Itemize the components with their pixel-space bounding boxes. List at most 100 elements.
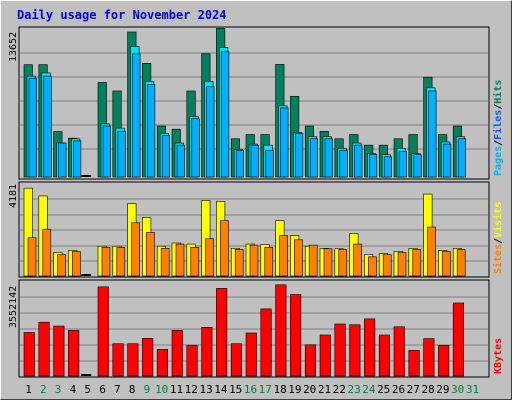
kbytes-bar — [319, 334, 331, 377]
day-label: 30 — [451, 383, 464, 396]
usage-legend: Pages/Files/Hits — [492, 80, 504, 176]
day-label: 3 — [55, 383, 62, 396]
pages-bar — [176, 144, 185, 178]
pages-bar — [102, 125, 111, 178]
day-label: 9 — [144, 383, 151, 396]
day-label: 22 — [333, 383, 346, 396]
kbytes-bar — [408, 350, 420, 377]
legend-entry: Sites — [492, 244, 504, 274]
pages-bar — [265, 150, 274, 178]
pages-bar — [221, 51, 230, 178]
legend-entry: Pages — [493, 146, 504, 176]
kbytes-bar — [423, 338, 435, 377]
pages-bar — [413, 154, 422, 178]
day-label: 19 — [288, 383, 301, 396]
pages-bar — [324, 138, 333, 178]
sites-bar — [308, 244, 318, 277]
traffic-ymax-label: 3552142 — [8, 286, 19, 328]
pages-bar — [43, 75, 52, 178]
day-label: 15 — [229, 383, 242, 396]
kbytes-bar — [186, 344, 198, 377]
sites-bar — [234, 249, 244, 277]
kbytes-bar — [171, 330, 183, 377]
sites-bar — [427, 226, 436, 277]
sites-bar — [190, 246, 200, 277]
sites-bar — [353, 243, 362, 277]
day-label: 21 — [318, 383, 331, 396]
kbytes-bar — [260, 308, 272, 377]
pages-bar — [339, 150, 348, 178]
day-label: 29 — [436, 383, 449, 396]
pages-bar — [295, 133, 304, 178]
pages-bar — [235, 150, 244, 178]
day-label: 1 — [25, 383, 32, 396]
kbytes-bar — [230, 343, 242, 377]
legend-entry: / — [493, 104, 504, 110]
pages-bar — [457, 138, 467, 178]
sites-bar — [456, 249, 466, 277]
sites-bar — [116, 247, 126, 277]
sites-bar — [160, 248, 170, 277]
usage-ymax-label: 13652 — [8, 32, 19, 62]
kbytes-bar — [112, 343, 124, 377]
pages-bar — [250, 144, 259, 178]
chart-title: Daily usage for November 2024 — [17, 8, 227, 22]
kbytes-bar — [142, 338, 154, 377]
kbytes-bar — [201, 327, 213, 377]
sites-bar — [72, 251, 81, 277]
kbytes-bar — [452, 302, 465, 377]
sites-bar — [279, 235, 288, 277]
day-label: 31 — [466, 383, 479, 396]
kbytes-bar — [334, 323, 346, 377]
kbytes-bar — [81, 374, 92, 376]
sites-bar — [146, 232, 155, 277]
kbytes-bar — [216, 288, 228, 377]
kbytes-bar — [38, 321, 50, 377]
day-label: 12 — [185, 383, 198, 396]
sites-bar — [442, 251, 451, 277]
pages-bar — [132, 53, 141, 178]
pages-bar — [369, 154, 378, 178]
pages-bar — [73, 140, 82, 178]
sites-bar — [264, 246, 274, 277]
legend-entry: / — [493, 238, 504, 244]
day-label: 24 — [362, 383, 376, 396]
pages-bar — [354, 144, 363, 178]
legend-entry: KBytes — [493, 338, 504, 374]
sites-bar — [220, 220, 229, 277]
pages-bar — [28, 77, 37, 178]
kbytes-bar — [97, 286, 109, 377]
day-label: 13 — [199, 383, 212, 396]
kbytes-bar — [23, 332, 35, 377]
day-label: 7 — [114, 383, 121, 396]
pages-bar — [117, 131, 126, 178]
kbytes-bar — [438, 344, 450, 377]
kbytes-bar — [68, 330, 80, 377]
legend-entry: Visits — [492, 202, 504, 238]
day-label: 16 — [244, 383, 257, 396]
day-label: 18 — [273, 383, 286, 396]
kbytes-bar — [156, 349, 168, 377]
kbytes-bar — [275, 284, 287, 377]
day-label: 4 — [70, 383, 77, 396]
bars — [23, 28, 467, 377]
legend-entry: Hits — [492, 80, 504, 104]
day-label: 5 — [84, 383, 91, 396]
kbytes-bar — [364, 318, 376, 377]
sites-bar — [205, 238, 214, 277]
visits-bar — [81, 274, 92, 276]
sites-bar — [131, 222, 140, 277]
day-label: 14 — [214, 383, 228, 396]
sites-bar — [42, 228, 52, 277]
sites-bar — [338, 249, 348, 277]
traffic-legend: KBytes — [493, 338, 504, 374]
sites-bar — [368, 256, 377, 277]
kbytes-bar — [53, 325, 65, 377]
day-label: 2 — [40, 383, 47, 396]
sites-bar — [57, 254, 66, 277]
kbytes-bar — [349, 324, 361, 377]
day-label: 17 — [259, 383, 272, 396]
day-label: 26 — [392, 383, 405, 396]
kbytes-bar — [393, 326, 405, 377]
pages-bar — [58, 142, 67, 178]
